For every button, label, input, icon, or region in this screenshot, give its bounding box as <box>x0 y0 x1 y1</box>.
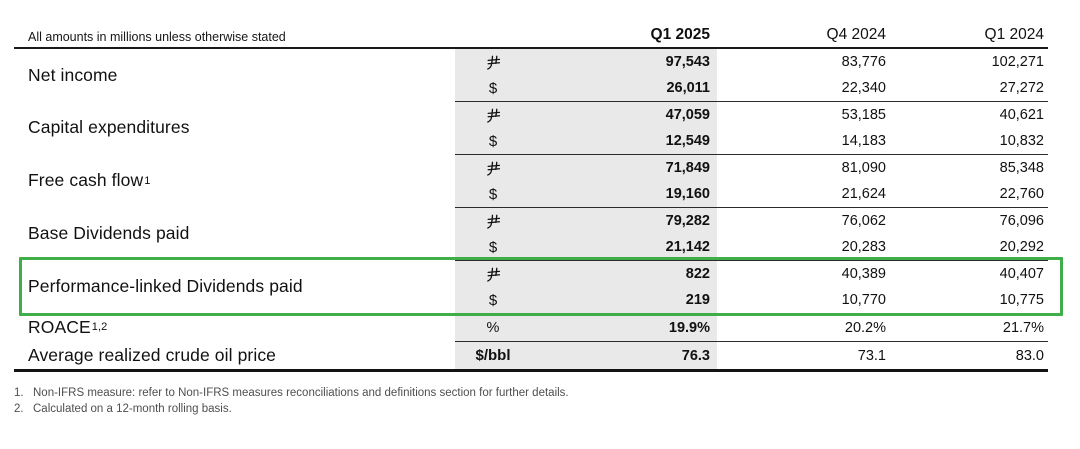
table-row-performance-linked-dividends: Performance-linked Dividends paid 822 40… <box>14 260 1048 313</box>
units-note: All amounts in millions unless otherwise… <box>28 30 286 44</box>
value-cell: 14,183 <box>841 133 886 149</box>
value-cell: 40,389 <box>841 266 886 282</box>
dollar-per-bbl-unit: $/bbl <box>455 342 531 369</box>
value-cell: 10,770 <box>841 292 886 308</box>
value-cell: 21,624 <box>841 186 886 202</box>
column-header-q1-2024: Q1 2024 <box>984 26 1044 43</box>
value-cell: 22,760 <box>999 186 1044 202</box>
table-bottom-rule <box>14 369 1048 372</box>
footnote-2: 2. Calculated on a 12-month rolling basi… <box>14 401 1080 417</box>
row-label: Average realized crude oil price <box>28 344 277 365</box>
value-cell: 76,062 <box>841 213 886 229</box>
saudi-riyal-icon <box>486 214 500 229</box>
value-cell: 40,407 <box>999 266 1044 282</box>
saudi-riyal-icon <box>486 267 500 282</box>
row-label: ROACE <box>28 316 91 337</box>
value-cell: 76.3 <box>531 342 717 369</box>
value-cell: 822 <box>531 261 717 287</box>
financial-summary-table: All amounts in millions unless otherwise… <box>14 26 1063 372</box>
table-row-capital-expenditures: Capital expenditures 47,059 53,185 40,62… <box>14 101 1048 154</box>
value-cell: 19.9% <box>531 314 717 341</box>
saudi-riyal-icon <box>486 161 500 176</box>
row-label: Capital expenditures <box>28 117 190 137</box>
column-header-q1-2025: Q1 2025 <box>650 26 710 43</box>
value-cell: 20,283 <box>841 239 886 255</box>
row-label: Base Dividends paid <box>28 223 190 243</box>
value-cell: 26,011 <box>531 75 717 101</box>
value-cell: 83.0 <box>1015 347 1044 364</box>
table-row-base-dividends: Base Dividends paid 79,282 76,062 76,096… <box>14 207 1048 260</box>
table-row-roace: ROACE 1,2 % 19.9% 20.2% 21.7% <box>14 313 1048 341</box>
percent-unit: % <box>455 314 531 341</box>
value-cell: 20.2% <box>844 319 886 336</box>
table-row-free-cash-flow: Free cash flow 1 71,849 81,090 85,348 $ 1… <box>14 154 1048 207</box>
saudi-riyal-icon <box>486 55 500 70</box>
column-header-q4-2024: Q4 2024 <box>826 26 886 43</box>
value-cell: 20,292 <box>999 239 1044 255</box>
value-cell: 219 <box>531 287 717 313</box>
value-cell: 47,059 <box>531 102 717 128</box>
value-cell: 21.7% <box>1002 319 1044 336</box>
footnote-text: Calculated on a 12-month rolling basis. <box>33 403 232 415</box>
footnotes: 1. Non-IFRS measure: refer to Non-IFRS m… <box>14 385 1080 417</box>
dollar-unit: $ <box>455 181 531 207</box>
value-cell: 40,621 <box>999 107 1044 123</box>
row-label: Free cash flow <box>28 170 144 190</box>
value-cell: 27,272 <box>999 80 1044 96</box>
footnote-number: 1. <box>14 387 24 399</box>
value-cell: 53,185 <box>841 107 886 123</box>
dollar-unit: $ <box>455 75 531 101</box>
value-cell: 21,142 <box>531 234 717 260</box>
value-cell: 10,832 <box>999 133 1044 149</box>
value-cell: 97,543 <box>531 49 717 75</box>
value-cell: 71,849 <box>531 155 717 181</box>
value-cell: 83,776 <box>841 54 886 70</box>
footnote-number: 2. <box>14 403 24 415</box>
footnote-text: Non-IFRS measure: refer to Non-IFRS meas… <box>33 387 569 399</box>
value-cell: 81,090 <box>841 160 886 176</box>
saudi-riyal-icon <box>486 108 500 123</box>
value-cell: 85,348 <box>999 160 1044 176</box>
value-cell: 76,096 <box>999 213 1044 229</box>
dollar-unit: $ <box>455 234 531 260</box>
table-row-avg-crude-price: Average realized crude oil price $/bbl 7… <box>14 341 1048 369</box>
value-cell: 73.1 <box>857 347 886 364</box>
value-cell: 10,775 <box>999 292 1044 308</box>
value-cell: 102,271 <box>991 54 1044 70</box>
value-cell: 12,549 <box>531 128 717 154</box>
value-cell: 22,340 <box>841 80 886 96</box>
value-cell: 19,160 <box>531 181 717 207</box>
dollar-unit: $ <box>455 128 531 154</box>
row-label: Net income <box>28 64 118 85</box>
table-row-net-income: Net income 97,543 83,776 102,271 $ 26,01… <box>14 49 1048 101</box>
row-label: Performance-linked Dividends paid <box>28 276 303 296</box>
table-header-row: All amounts in millions unless otherwise… <box>14 26 1048 49</box>
footnote-1: 1. Non-IFRS measure: refer to Non-IFRS m… <box>14 385 1080 401</box>
value-cell: 79,282 <box>531 208 717 234</box>
dollar-unit: $ <box>455 287 531 313</box>
